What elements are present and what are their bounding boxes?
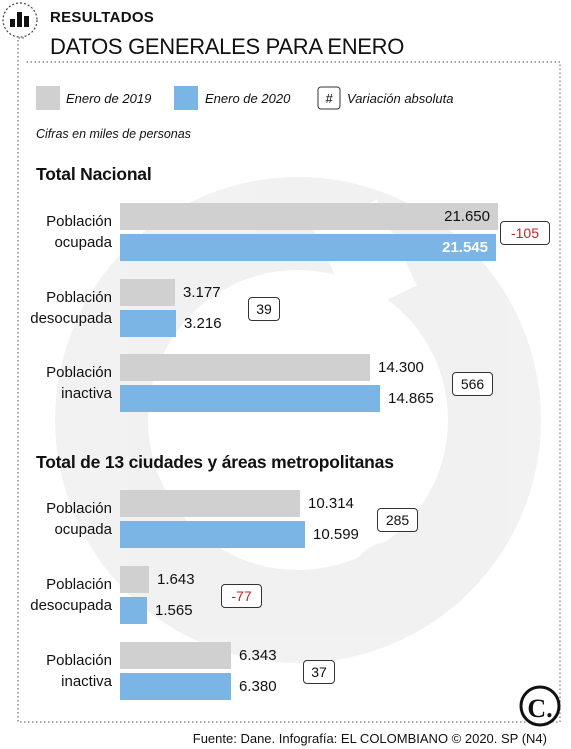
svg-text:C.: C. [527,694,552,723]
bar-2020 [120,385,380,412]
value-label: 21.650 [444,208,490,225]
value-label: 1.565 [155,602,193,619]
value-label: 6.343 [239,647,277,664]
value-label: 14.300 [378,359,424,376]
row-label: Población desocupada [30,289,112,327]
row-label: Población inactiva [46,364,112,402]
variation-badge: 285 [377,508,418,532]
variation-badge: 37 [303,660,335,684]
bar-2019 [120,279,175,306]
el-colombiano-logo: C. [519,685,561,727]
bar-2019 [120,490,300,517]
variation-badge: -77 [221,584,262,608]
value-label: 3.216 [184,315,222,332]
value-label: 14.865 [388,390,434,407]
value-label: 10.314 [308,495,354,512]
legend-label-variation: Variación absoluta [347,91,454,106]
value-label: 3.177 [183,284,221,301]
legend-label-2020: Enero de 2020 [205,91,291,106]
bar-2019 [120,354,370,381]
value-label: 6.380 [239,678,277,695]
bar-2020 [120,521,305,548]
legend-hash-icon: # [325,91,333,106]
bar-2020 [120,234,496,261]
bar-2020 [120,310,176,337]
bar-chart-icon [2,2,38,38]
value-label: 10.599 [313,526,359,543]
bar-2020 [120,597,147,624]
legend-swatch-2019 [36,86,60,110]
dotted-frame [17,37,561,723]
page-title: DATOS GENERALES PARA ENERO [50,34,405,59]
variation-badge: 566 [452,372,493,396]
variation-badge: -105 [500,221,550,245]
bar-2019 [120,642,231,669]
bar-2019 [120,203,498,230]
variation-badge: 39 [248,297,280,321]
row-label: Población inactiva [46,652,112,690]
bar-2019 [120,566,149,593]
source-credit: Fuente: Dane. Infografía: EL COLOMBIANO … [192,731,547,746]
section-title-nacional: Total Nacional [36,164,152,184]
kicker: RESULTADOS [50,9,155,26]
legend-swatch-2020 [174,86,198,110]
units-note: Cifras en miles de personas [36,127,191,141]
row-label: Población desocupada [30,576,112,614]
legend-variation-box [317,86,341,110]
bar-2020 [120,673,231,700]
row-label: Población ocupada [46,213,112,251]
value-label: 21.545 [442,239,488,256]
section-title-ciudades: Total de 13 ciudades y áreas metropolita… [36,452,394,472]
value-label: 1.643 [157,571,195,588]
legend-label-2019: Enero de 2019 [66,91,152,106]
row-label: Población ocupada [46,500,112,538]
